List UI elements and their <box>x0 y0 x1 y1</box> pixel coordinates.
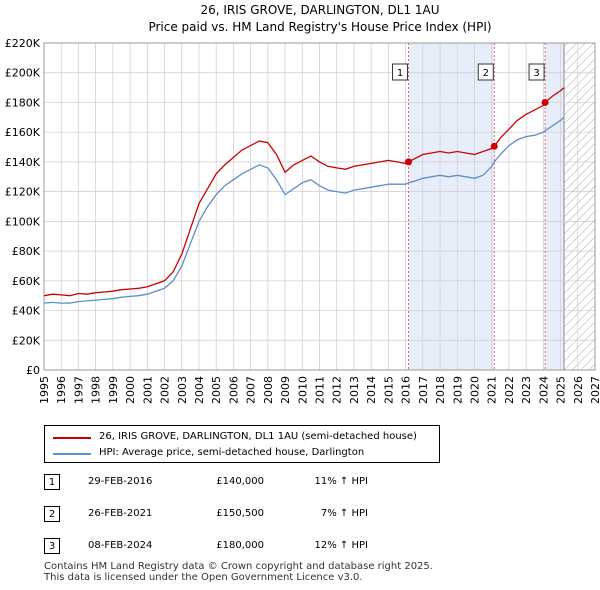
transaction-hpi: 7% ↑ HPI <box>320 508 368 519</box>
transaction-row: 3 08-FEB-2024 £180,000 12% ↑ HPI <box>44 538 464 558</box>
x-tick-label: 1999 <box>107 376 120 404</box>
y-tick-label: £20K <box>12 334 41 347</box>
x-tick-label: 2018 <box>434 376 447 404</box>
sale-label: 2 <box>483 68 489 79</box>
sale-label-box <box>392 63 409 81</box>
chart-subtitle: Price paid vs. HM Land Registry's House … <box>148 20 491 34</box>
footer-licence: This data is licensed under the Open Gov… <box>44 572 363 583</box>
transaction-hpi: 12% ↑ HPI <box>314 540 368 551</box>
y-tick-label: £100K <box>5 215 41 228</box>
chart-title: 26, IRIS GROVE, DARLINGTON, DL1 1AU <box>200 3 439 17</box>
y-tick-label: £0 <box>26 364 40 377</box>
x-tick-label: 2027 <box>589 376 600 404</box>
y-tick-label: £200K <box>5 67 41 80</box>
x-tick-label: 2005 <box>210 376 223 404</box>
legend-price-swatch <box>53 437 91 439</box>
y-tick-label: £120K <box>5 186 41 199</box>
x-tick-label: 2008 <box>262 376 275 404</box>
x-tick-label: 2026 <box>572 376 585 404</box>
transaction-row: 1 29-FEB-2016 £140,000 11% ↑ HPI <box>44 474 464 494</box>
highlight-band <box>408 43 495 370</box>
x-tick-label: 2004 <box>193 376 206 404</box>
price-chart: 26, IRIS GROVE, DARLINGTON, DL1 1AU Pric… <box>5 3 600 404</box>
x-tick-label: 2024 <box>537 376 550 404</box>
y-tick-label: £60K <box>12 275 41 288</box>
x-tick-label: 2023 <box>520 376 533 404</box>
transaction-number: 1 <box>44 474 60 490</box>
x-tick-label: 2013 <box>348 376 361 404</box>
legend-hpi-label: HPI: Average price, semi-detached house,… <box>99 447 365 458</box>
forecast-hatch <box>564 43 595 370</box>
transaction-number: 3 <box>44 538 60 554</box>
x-tick-label: 2001 <box>141 376 154 404</box>
x-tick-label: 2011 <box>314 376 327 404</box>
x-tick-label: 1997 <box>72 376 85 404</box>
x-tick-label: 2014 <box>365 376 378 404</box>
x-tick-label: 2002 <box>159 376 172 404</box>
transaction-price: £180,000 <box>216 540 264 551</box>
x-tick-label: 2021 <box>486 376 499 404</box>
hpi-series-line <box>43 116 565 304</box>
y-tick-label: £220K <box>5 37 41 50</box>
highlight-band <box>545 43 565 370</box>
y-tick-label: £140K <box>5 156 41 169</box>
x-tick-label: 2006 <box>227 376 240 404</box>
sale-point <box>490 142 498 150</box>
y-tick-label: £80K <box>12 245 41 258</box>
x-tick-label: 2016 <box>400 376 413 404</box>
y-tick-label: £180K <box>5 96 41 109</box>
transaction-date: 29-FEB-2016 <box>88 476 153 487</box>
sale-label: 3 <box>533 68 539 79</box>
transaction-price: £140,000 <box>216 476 264 487</box>
sale-label: 1 <box>397 68 403 79</box>
y-tick-label: £40K <box>12 305 41 318</box>
sale-point <box>541 98 549 106</box>
sale-label-box <box>528 63 545 81</box>
sale-point <box>405 158 413 166</box>
x-tick-label: 2017 <box>417 376 430 404</box>
x-tick-label: 2003 <box>176 376 189 404</box>
footer-copyright: Contains HM Land Registry data © Crown c… <box>44 561 433 572</box>
x-tick-label: 2022 <box>503 376 516 404</box>
x-tick-label: 2012 <box>331 376 344 404</box>
legend-price-label: 26, IRIS GROVE, DARLINGTON, DL1 1AU (sem… <box>99 431 417 442</box>
x-tick-label: 1996 <box>55 376 68 404</box>
transaction-number: 2 <box>44 506 60 522</box>
x-tick-label: 2015 <box>382 376 395 404</box>
x-tick-label: 2019 <box>451 376 464 404</box>
transaction-price: £150,500 <box>216 508 264 519</box>
x-tick-label: 2010 <box>296 376 309 404</box>
x-tick-label: 2020 <box>468 376 481 404</box>
x-tick-label: 2009 <box>279 376 292 404</box>
y-tick-label: £160K <box>5 126 41 139</box>
x-tick-label: 2007 <box>245 376 258 404</box>
x-tick-label: 1998 <box>90 376 103 404</box>
transaction-hpi: 11% ↑ HPI <box>314 476 368 487</box>
sale-label-box <box>477 63 494 81</box>
transaction-date: 26-FEB-2021 <box>88 508 153 519</box>
footer: Contains HM Land Registry data © Crown c… <box>44 561 433 583</box>
transaction-row: 2 26-FEB-2021 £150,500 7% ↑ HPI <box>44 506 464 526</box>
x-tick-label: 1995 <box>38 376 51 404</box>
legend-hpi-swatch <box>53 453 91 455</box>
transaction-date: 08-FEB-2024 <box>88 540 153 551</box>
x-tick-label: 2025 <box>555 376 568 404</box>
legend: 26, IRIS GROVE, DARLINGTON, DL1 1AU (sem… <box>44 425 440 463</box>
plot-border <box>43 42 596 371</box>
x-tick-label: 2000 <box>124 376 137 404</box>
